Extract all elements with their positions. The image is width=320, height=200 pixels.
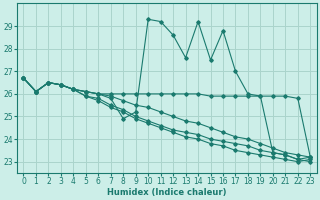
X-axis label: Humidex (Indice chaleur): Humidex (Indice chaleur) (107, 188, 227, 197)
